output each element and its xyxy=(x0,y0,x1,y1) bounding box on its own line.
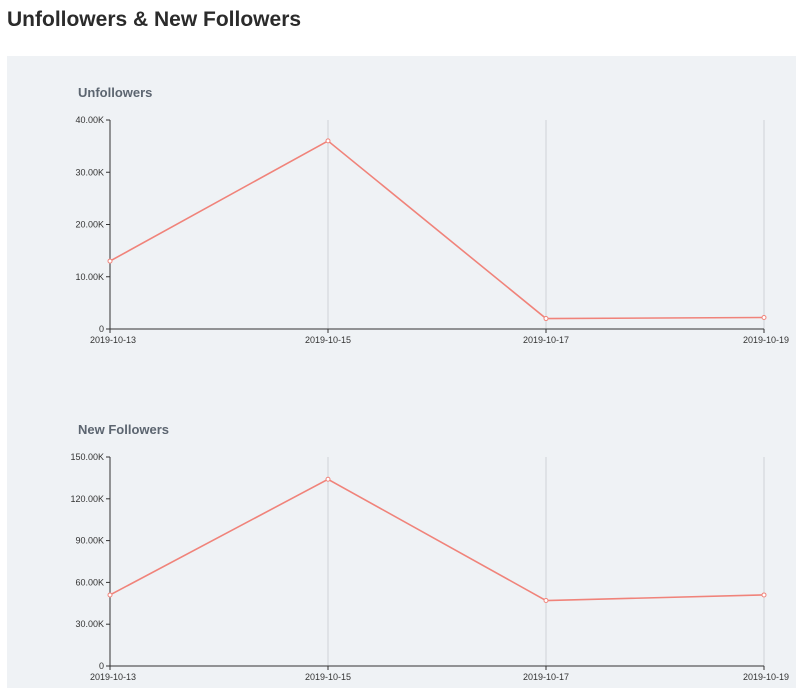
x-tick-label: 2019-10-17 xyxy=(523,335,569,345)
data-point xyxy=(543,316,549,322)
y-tick-label: 60.00K xyxy=(75,577,104,587)
y-tick-label: 0 xyxy=(99,661,104,671)
y-tick-label: 40.00K xyxy=(75,115,104,125)
page-title: Unfollowers & New Followers xyxy=(7,8,302,31)
charts-panel: Unfollowers 0 10.00K 20.00K 30.00K 40.00K 201… xyxy=(7,56,796,688)
data-point xyxy=(543,598,549,604)
series-line xyxy=(109,139,765,320)
data-point xyxy=(107,258,113,264)
charts-svg: Unfollowers 0 10.00K 20.00K 30.00K 40.00K 201… xyxy=(70,85,789,682)
x-tick-label: 2019-10-17 xyxy=(523,672,569,682)
x-tick-label: 2019-10-13 xyxy=(90,672,136,682)
x-tick-label: 2019-10-15 xyxy=(305,672,351,682)
data-point xyxy=(761,315,767,321)
x-tick-label: 2019-10-13 xyxy=(90,335,136,345)
y-tick-label: 0 xyxy=(99,324,104,334)
data-point xyxy=(325,476,331,482)
x-tick-label: 2019-10-19 xyxy=(743,672,789,682)
y-tick-label: 20.00K xyxy=(75,220,104,230)
y-tick-label: 10.00K xyxy=(75,272,104,282)
y-tick-label: 150.00K xyxy=(70,452,104,462)
y-tick-label: 30.00K xyxy=(75,167,104,177)
x-tick-label: 2019-10-19 xyxy=(743,335,789,345)
data-point xyxy=(761,592,767,598)
data-point xyxy=(107,592,113,598)
y-tick-label: 30.00K xyxy=(75,619,104,629)
data-point xyxy=(325,138,331,144)
unfollowers-chart: Unfollowers 0 10.00K 20.00K 30.00K 40.00K 201… xyxy=(75,85,789,345)
new-followers-plot-area: 0 30.00K 60.00K 90.00K 120.00K 150.00K 2019-10… xyxy=(70,452,789,682)
y-tick-label: 120.00K xyxy=(70,494,104,504)
unfollowers-plot-area: 0 10.00K 20.00K 30.00K 40.00K 2019-10-13 2019-… xyxy=(75,115,789,345)
new-followers-chart-title: New Followers xyxy=(78,422,169,437)
series-line xyxy=(109,478,765,602)
y-tick-label: 90.00K xyxy=(75,536,104,546)
new-followers-chart: New Followers 0 30.00K 60.00K 90.00K 120.00K… xyxy=(70,422,789,682)
x-tick-label: 2019-10-15 xyxy=(305,335,351,345)
unfollowers-chart-title: Unfollowers xyxy=(78,85,152,100)
